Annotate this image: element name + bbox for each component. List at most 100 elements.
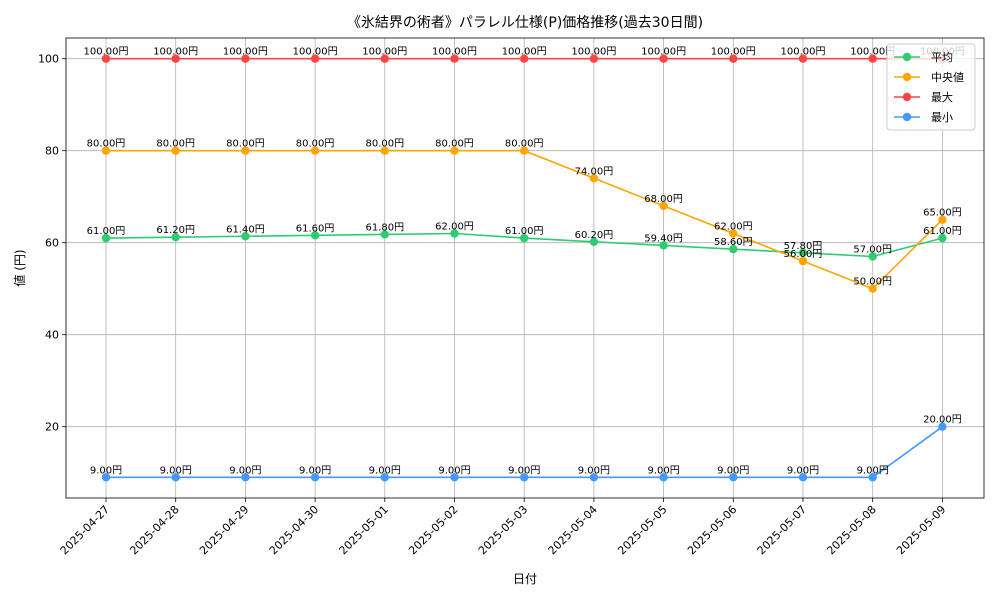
legend-marker (902, 92, 912, 102)
data-label: 9.00円 (438, 465, 470, 476)
data-label: 58.60円 (714, 237, 753, 248)
data-point (450, 146, 459, 155)
data-label: 74.00円 (575, 166, 614, 177)
x-tick-label: 2025-05-06 (685, 503, 739, 557)
x-tick-label: 2025-04-27 (58, 503, 112, 557)
y-tick-label: 40 (45, 329, 59, 342)
data-point (310, 54, 320, 63)
x-tick-label: 2025-05-05 (615, 503, 669, 557)
x-tick-label: 2025-05-08 (824, 503, 878, 557)
data-label: 100.00円 (362, 47, 407, 58)
data-label: 80.00円 (365, 139, 404, 150)
data-label: 61.40円 (226, 224, 265, 235)
data-label: 60.20円 (575, 230, 614, 241)
data-point (868, 54, 877, 63)
data-point (868, 252, 877, 261)
data-label: 100.00円 (293, 47, 338, 58)
data-point (241, 54, 250, 63)
y-tick-label: 20 (45, 421, 59, 434)
data-point (101, 233, 111, 243)
legend-label: 中央値 (931, 71, 964, 84)
data-point (589, 54, 599, 63)
legend-box (886, 43, 976, 131)
data-point (938, 215, 947, 224)
data-label: 80.00円 (87, 139, 126, 150)
data-label: 9.00円 (160, 465, 192, 476)
x-tick-label: 2025-04-29 (197, 503, 251, 557)
x-tick-label: 2025-04-30 (267, 503, 321, 557)
x-tick-label: 2025-05-07 (755, 503, 809, 557)
data-point (101, 54, 111, 63)
data-labels-layer: 61.00円 61.20円 61.40円 61.60円 61.80円 62.00円 61.0… (84, 47, 965, 477)
data-point (589, 237, 599, 246)
data-label: 61.80円 (365, 222, 404, 233)
data-label: 100.00円 (432, 47, 477, 58)
data-point (310, 473, 320, 482)
data-label: 61.00円 (923, 226, 962, 237)
data-label: 62.00円 (435, 222, 474, 233)
data-point (241, 473, 250, 482)
data-point (729, 244, 738, 254)
data-point (450, 229, 459, 238)
data-label: 65.00円 (923, 208, 962, 219)
data-label: 20.00円 (923, 415, 962, 426)
legend-label: 最大 (931, 90, 953, 104)
data-point (729, 473, 738, 482)
data-point (171, 146, 180, 155)
data-point (380, 146, 389, 155)
data-label: 9.00円 (369, 465, 401, 476)
data-label: 9.00円 (229, 465, 261, 476)
x-tick-label: 2025-05-01 (337, 503, 391, 557)
data-point (171, 232, 180, 242)
axes-layer: 2025-04-27 2025-04-28 2025-04-29 2025-04-30… (38, 53, 949, 558)
data-label: 9.00円 (787, 465, 819, 476)
data-point (171, 54, 180, 63)
data-point (241, 146, 250, 155)
data-point (589, 473, 599, 482)
data-point (101, 473, 111, 482)
data-point (450, 54, 459, 63)
data-point (798, 248, 808, 258)
data-label: 9.00円 (299, 465, 331, 476)
data-point (659, 473, 668, 482)
x-tick-label: 2025-05-03 (476, 503, 530, 557)
series-layer (101, 54, 947, 482)
data-label: 100.00円 (850, 47, 895, 58)
data-point (450, 473, 459, 482)
data-label: 100.00円 (502, 47, 547, 58)
data-point (380, 54, 389, 63)
legend-marker (902, 112, 912, 122)
grid-layer (66, 38, 984, 498)
data-label: 50.00円 (853, 277, 892, 288)
data-label: 100.00円 (153, 47, 198, 58)
x-tick-label: 2025-05-09 (894, 503, 948, 557)
data-label: 59.40円 (644, 233, 683, 244)
data-point (171, 473, 180, 482)
data-point (729, 54, 738, 63)
data-point (798, 54, 808, 63)
data-point (798, 473, 808, 482)
data-point (659, 241, 668, 250)
data-label: 61.20円 (156, 225, 195, 236)
data-label: 9.00円 (857, 465, 889, 476)
data-label: 100.00円 (571, 47, 616, 58)
data-point (520, 473, 529, 482)
data-label: 9.00円 (578, 465, 610, 476)
data-label: 100.00円 (223, 47, 268, 58)
data-point (520, 233, 529, 243)
data-label: 80.00円 (505, 139, 544, 150)
data-label: 9.00円 (508, 465, 540, 476)
data-label: 56.00円 (784, 249, 823, 260)
data-label: 100.00円 (781, 47, 826, 58)
data-label: 61.00円 (505, 226, 544, 237)
data-point (520, 54, 529, 63)
data-label: 57.00円 (853, 245, 892, 256)
legend-marker (902, 72, 912, 82)
x-tick-label: 2025-04-28 (127, 503, 181, 557)
y-tick-label: 100 (38, 53, 59, 66)
data-label: 68.00円 (644, 194, 683, 205)
x-tick-label: 2025-05-04 (546, 503, 600, 557)
